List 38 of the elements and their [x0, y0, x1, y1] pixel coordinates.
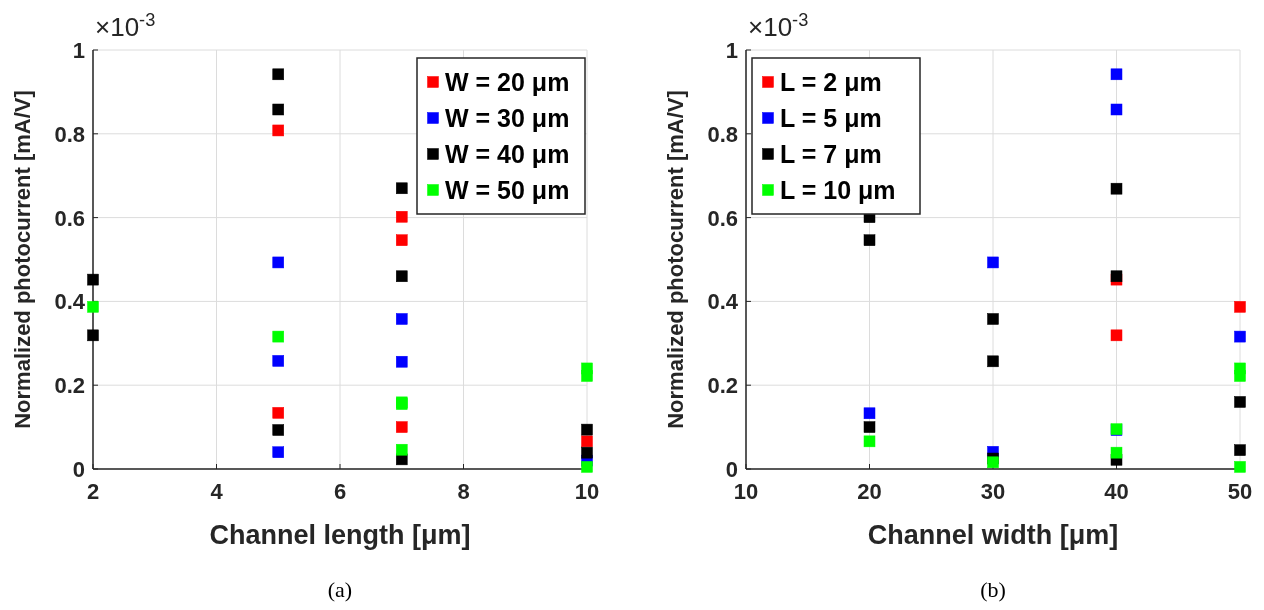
text: ×10$^{-3}$ — [95, 10, 156, 42]
legend-label: L = 10 μm — [780, 176, 896, 204]
y-tick-label: 0.2 — [54, 373, 85, 399]
y-axis-title: Normalized photocurrent [mA/V] — [10, 90, 35, 429]
y-tick-label: 0 — [72, 457, 85, 482]
legend-label: W = 40 μm — [445, 140, 570, 168]
y-axis-title: Normalized photocurrent [mA/V] — [663, 90, 688, 429]
x-tick-label: 8 — [457, 479, 470, 504]
x-tick-label: 6 — [333, 479, 347, 504]
legend-label: L = 7 μm — [780, 140, 882, 168]
y-tick-label: 1 — [725, 38, 738, 63]
x-axis-title: Channel length [μm] — [209, 520, 471, 550]
y-tick-label: 0.8 — [54, 121, 85, 147]
legend-label: W = 50 μm — [445, 176, 570, 204]
text: (b) — [980, 577, 1006, 602]
y-tick-label: 0.2 — [707, 373, 738, 399]
x-tick-label: 10 — [733, 479, 759, 504]
y-tick-label: 1 — [72, 38, 85, 63]
y-tick-label: 0.4 — [707, 289, 739, 315]
y-tick-label: 0.6 — [54, 205, 85, 231]
legend-label: W = 30 μm — [445, 104, 570, 132]
x-tick-label: 10 — [574, 479, 600, 504]
legend-label: L = 5 μm — [780, 104, 882, 132]
legend-label: L = 2 μm — [780, 68, 882, 96]
x-tick-label: 30 — [980, 479, 1006, 504]
text: ×10$^{-3}$ — [748, 10, 809, 42]
y-tick-label: 0 — [725, 457, 738, 482]
x-tick-label: 2 — [86, 479, 100, 504]
y-tick-label: 0.4 — [54, 289, 86, 315]
y-tick-label: 0.8 — [707, 121, 738, 147]
x-tick-label: 4 — [210, 479, 224, 504]
x-tick-label: 20 — [857, 479, 882, 504]
y-tick-label: 0.6 — [707, 205, 738, 231]
text: (a) — [327, 577, 353, 602]
legend-label: W = 20 μm — [445, 68, 570, 96]
x-tick-label: 40 — [1104, 479, 1129, 504]
x-axis-title: Channel width [μm] — [867, 520, 1119, 550]
x-tick-label: 50 — [1227, 479, 1253, 504]
